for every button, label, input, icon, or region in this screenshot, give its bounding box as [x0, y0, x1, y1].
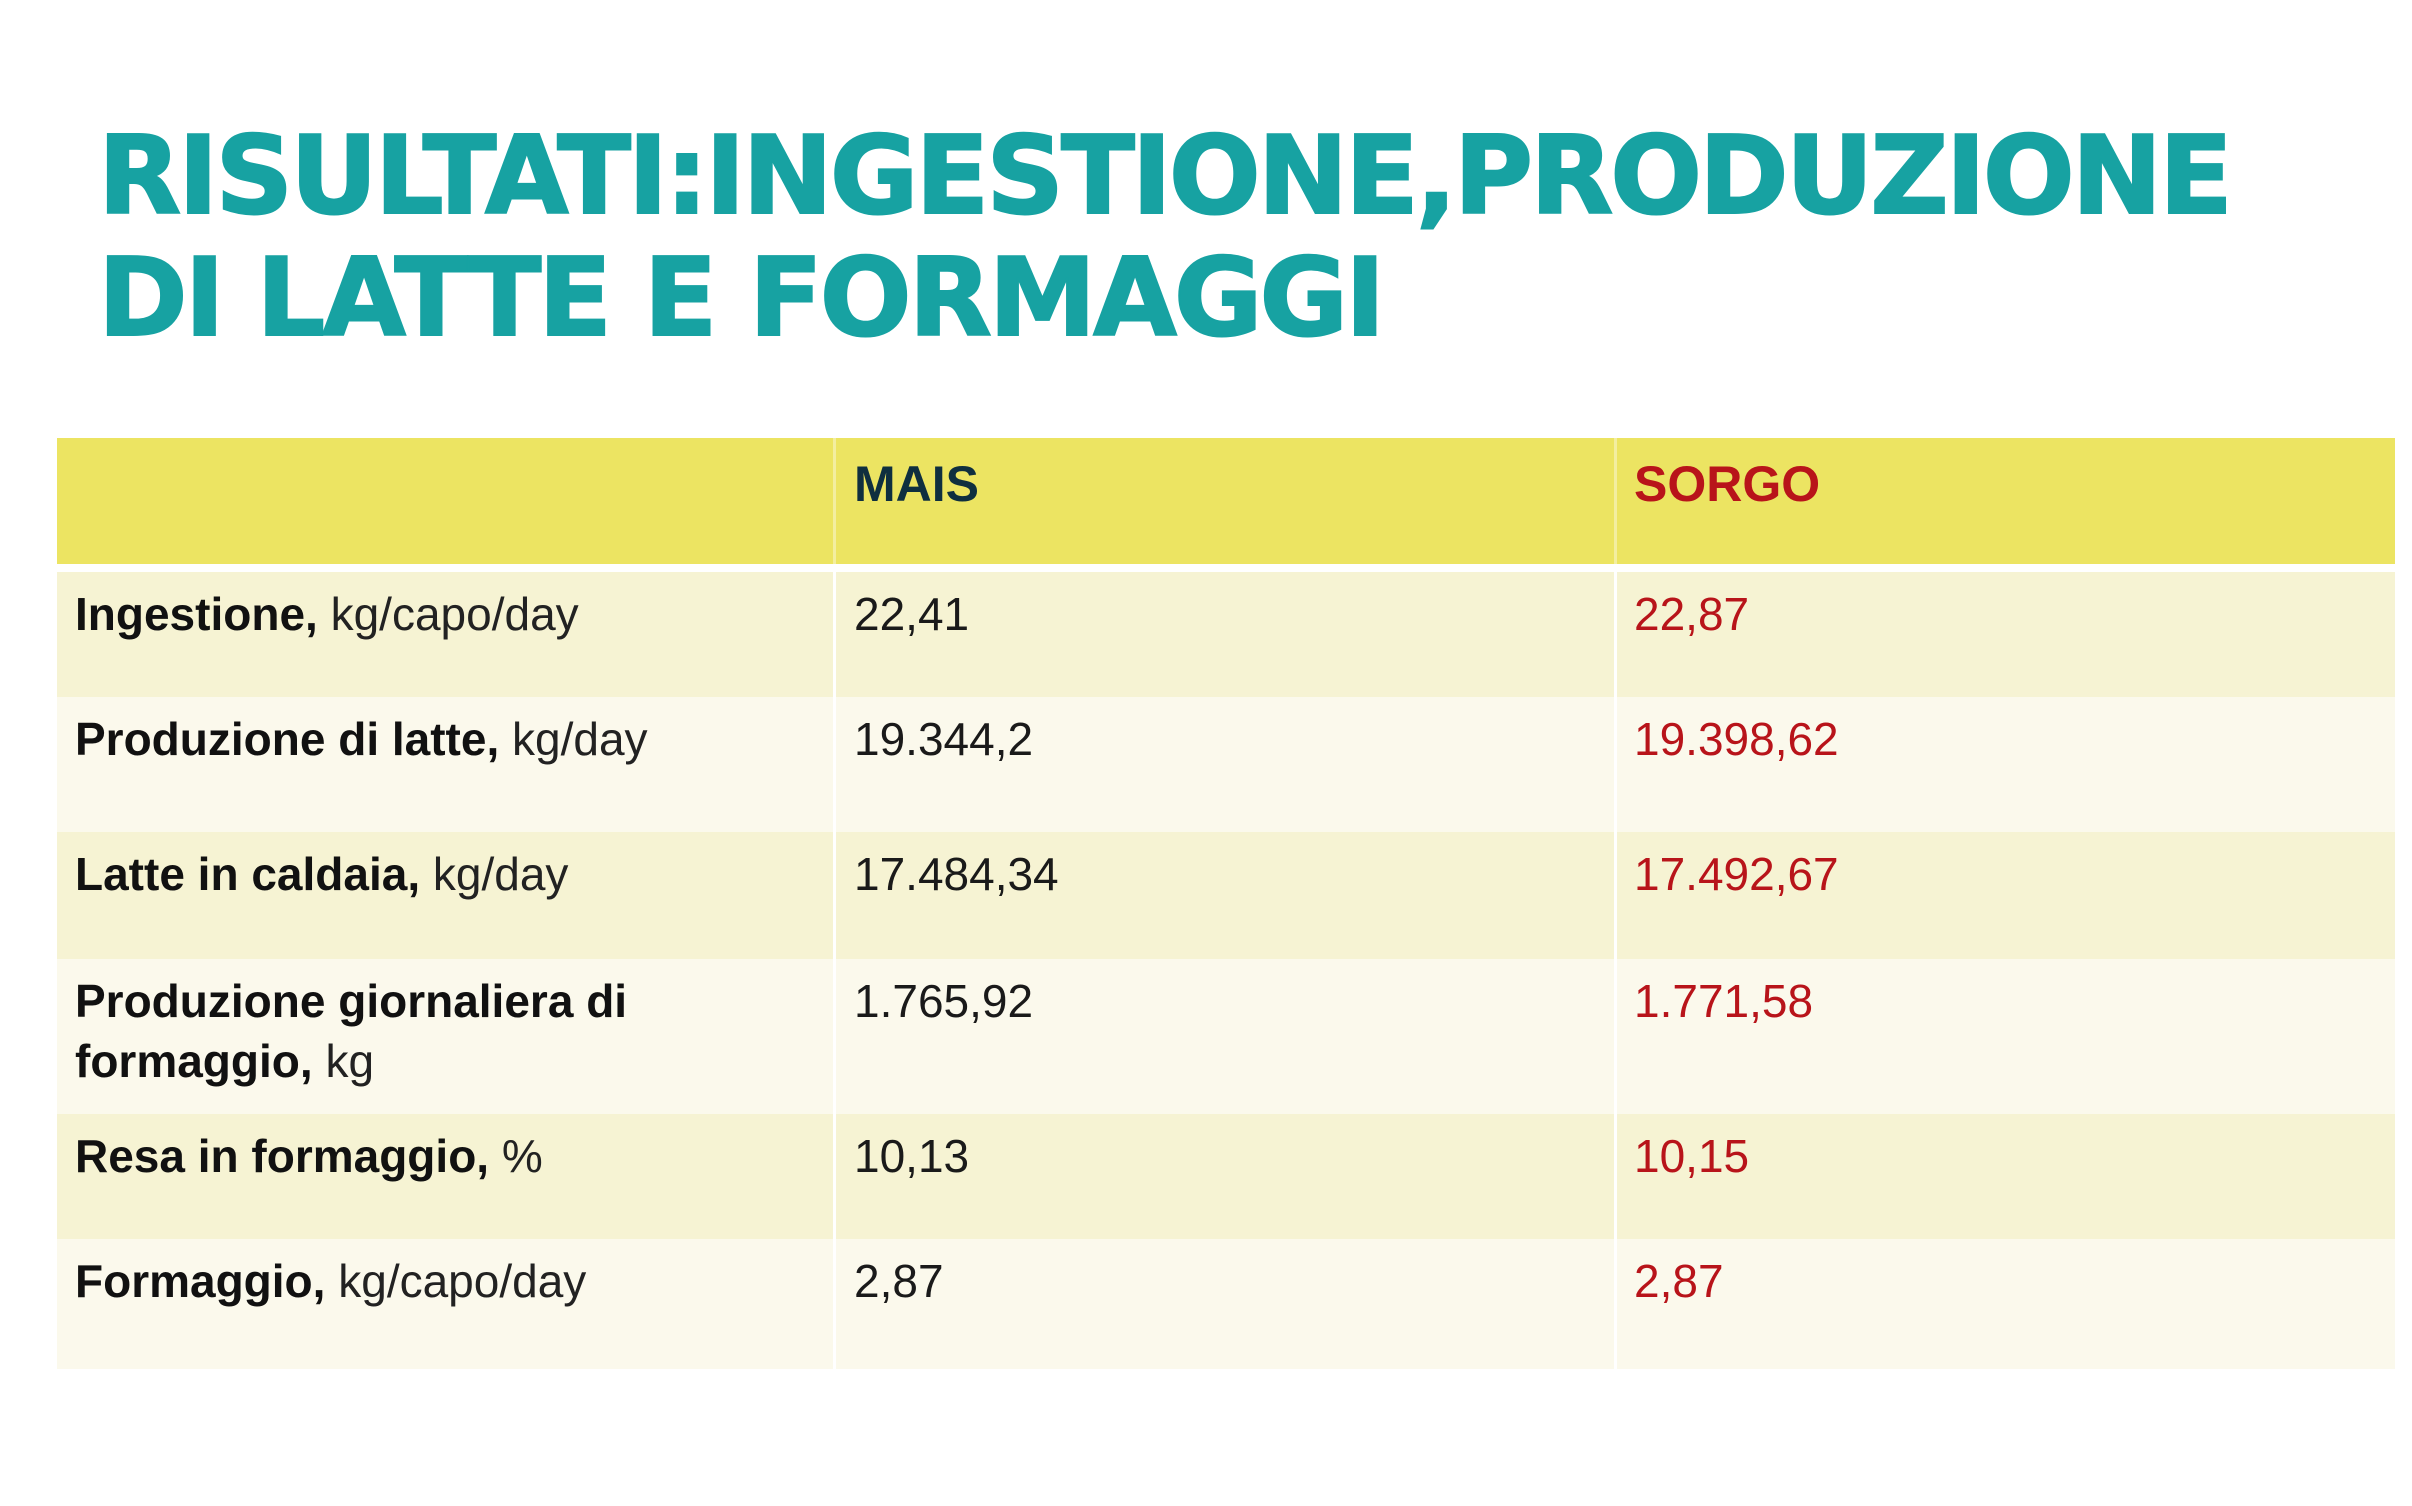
page-title: RISULTATI:INGESTIONE,PRODUZIONE DI LATTE…	[97, 114, 2234, 361]
row-label-unit: kg	[312, 1035, 375, 1087]
row-label: Produzione di latte, kg/day	[57, 697, 836, 832]
mais-value: 1.765,92	[836, 959, 1617, 1114]
table-row: Produzione di latte, kg/day 19.344,2 19.…	[57, 697, 2395, 832]
sorgo-value: 22,87	[1634, 588, 1750, 640]
sorgo-value: 2,87	[1634, 1255, 1724, 1307]
row-label: Latte in caldaia, kg/day	[57, 832, 836, 959]
mais-value: 10,13	[836, 1114, 1617, 1239]
row-label-unit: kg/capo/day	[317, 588, 579, 640]
mais-value: 2,87	[836, 1239, 1617, 1369]
sorgo-value: 17.492,67	[1634, 848, 1839, 900]
row-label-unit: %	[489, 1130, 543, 1182]
header-cell-mais: MAIS	[836, 438, 1617, 564]
sorgo-value: 19.398,62	[1634, 713, 1839, 765]
row-label-bold: Resa in formaggio,	[75, 1130, 490, 1182]
table-row: Produzione giornaliera di formaggio, kg …	[57, 959, 2395, 1114]
sorgo-value: 1.771,58	[1634, 975, 1814, 1027]
title-line-2: DI LATTE E FORMAGGI	[97, 236, 1386, 361]
row-label-bold: Produzione di latte,	[75, 713, 500, 765]
title-line-1: RISULTATI:INGESTIONE,PRODUZIONE	[97, 114, 2234, 239]
mais-value: 17.484,34	[836, 832, 1617, 959]
table-row: Formaggio, kg/capo/day 2,87 2,87	[57, 1239, 2395, 1369]
row-label-bold: Formaggio,	[75, 1255, 326, 1307]
row-label: Ingestione, kg/capo/day	[57, 572, 836, 697]
row-label-bold: Produzione giornaliera di formaggio,	[75, 975, 628, 1087]
header-divider	[57, 564, 2395, 572]
sorgo-value: 10,15	[1634, 1130, 1750, 1182]
table-row: Resa in formaggio, % 10,13 10,15	[57, 1114, 2395, 1239]
row-label: Produzione giornaliera di formaggio, kg	[57, 959, 836, 1114]
row-label-unit: kg/day	[420, 848, 569, 900]
table-row: Latte in caldaia, kg/day 17.484,34 17.49…	[57, 832, 2395, 959]
row-label-bold: Latte in caldaia,	[75, 848, 421, 900]
row-label-unit: kg/day	[499, 713, 648, 765]
row-label-bold: Ingestione,	[75, 588, 318, 640]
row-label: Resa in formaggio, %	[57, 1114, 836, 1239]
header-cell-sorgo: SORGO	[1634, 456, 1821, 512]
table-header-row: MAIS SORGO	[57, 438, 2395, 564]
table-row: Ingestione, kg/capo/day 22,41 22,87	[57, 572, 2395, 697]
row-label-unit: kg/capo/day	[325, 1255, 587, 1307]
row-label: Formaggio, kg/capo/day	[57, 1239, 836, 1369]
results-table: MAIS SORGO Ingestione, kg/capo/day 22,41…	[57, 438, 2395, 1369]
header-cell-empty	[57, 438, 836, 564]
mais-value: 22,41	[836, 572, 1617, 697]
mais-value: 19.344,2	[836, 697, 1617, 832]
